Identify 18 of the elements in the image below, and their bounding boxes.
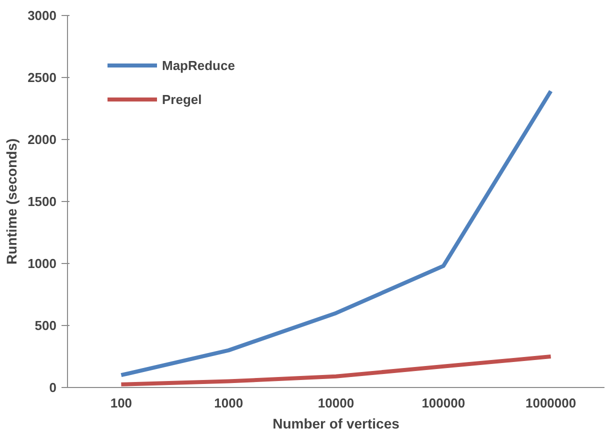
y-axis-title: Runtime (seconds)	[4, 138, 20, 265]
y-tick-label: 3000	[28, 8, 56, 23]
line-series	[119, 354, 553, 386]
y-tick-label: 2500	[28, 70, 56, 85]
legend-label: Pregel	[162, 92, 202, 106]
y-tick-label: 0	[49, 380, 57, 395]
y-tick-label: 500	[34, 318, 57, 333]
x-tick-label: 100000	[422, 396, 466, 410]
x-tick-label: 10000	[318, 396, 354, 410]
x-tick-label: 1000000	[525, 396, 576, 410]
y-tick-label: 1000	[28, 256, 56, 271]
x-axis-title: Number of vertices	[272, 416, 400, 432]
legend-label: MapReduce	[162, 58, 235, 72]
x-tick-label: 1000	[214, 396, 244, 410]
y-tick-label: 2000	[28, 132, 56, 147]
line-series	[119, 89, 553, 378]
x-tick-label: 100	[110, 396, 132, 410]
y-tick-label: 1500	[28, 194, 56, 209]
